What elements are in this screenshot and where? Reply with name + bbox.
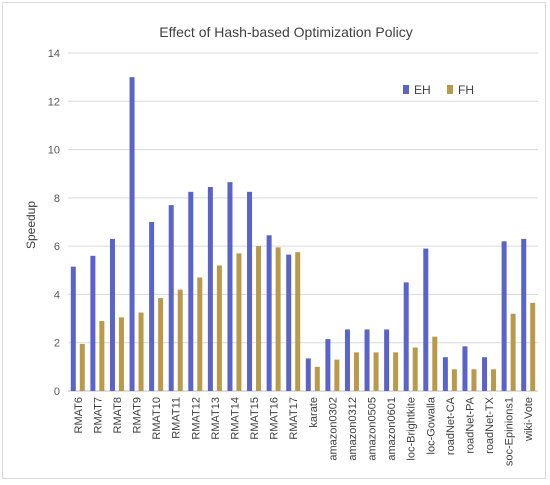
y-tick-label: 12	[48, 96, 60, 108]
bar-eh	[305, 358, 311, 391]
bar-fh	[295, 252, 301, 391]
y-tick-label: 14	[48, 48, 60, 60]
y-tick-label: 4	[54, 289, 60, 301]
x-tick-label: soc-Epinions1	[504, 397, 516, 466]
x-tick-label: RMAT17	[288, 397, 300, 440]
bar-fh	[491, 369, 497, 391]
x-tick-label: RMAT15	[249, 397, 261, 440]
x-tick-label: amazon0505	[367, 397, 379, 461]
x-tick-label: roadNet-TX	[484, 396, 496, 454]
bar-fh	[236, 253, 242, 391]
chart-title: Effect of Hash-based Optimization Policy	[159, 24, 412, 40]
x-tick-label: roadNet-CA	[445, 396, 457, 455]
chart-frame: Effect of Hash-based Optimization Policy…	[2, 2, 546, 479]
x-tick-label: wiki-Vote	[523, 397, 535, 442]
bar-fh	[118, 317, 124, 391]
legend: EH FH	[403, 83, 474, 97]
x-tick-label: amazon0302	[327, 397, 339, 461]
bar-eh	[129, 77, 135, 392]
bar-eh	[462, 346, 468, 391]
bar-fh	[451, 369, 457, 391]
bar-fh	[471, 369, 477, 391]
bar-eh	[109, 238, 115, 391]
bar-fh	[393, 352, 399, 391]
bar-eh	[521, 238, 527, 391]
bar-fh	[158, 298, 164, 391]
x-tick-label: RMAT14	[229, 397, 241, 440]
x-tick-label: RMAT12	[190, 397, 202, 440]
x-tick-label: RMAT10	[151, 397, 163, 440]
x-tick-label: RMAT16	[269, 397, 281, 440]
bar-eh	[364, 329, 370, 391]
bar-fh	[79, 343, 85, 391]
y-tick-label: 10	[48, 145, 60, 157]
bar-eh	[286, 254, 292, 391]
x-tick-label: loc-Gowalla	[425, 396, 437, 454]
x-tick-label: amazon0601	[386, 397, 398, 461]
x-tick-label: roadNet-PA	[464, 396, 476, 453]
legend-label-fh: FH	[458, 83, 474, 97]
x-tick-label: RMAT11	[171, 397, 183, 439]
bar-eh	[227, 182, 233, 391]
bar-eh	[168, 205, 174, 391]
legend-swatch-eh	[403, 85, 409, 94]
bar-eh	[403, 282, 409, 391]
bar-fh	[353, 352, 359, 391]
bar-eh	[266, 235, 272, 391]
bar-fh	[256, 246, 262, 391]
bar-eh	[442, 357, 448, 391]
x-tick-label: RMAT7	[92, 397, 104, 433]
y-tick-label: 2	[54, 338, 60, 350]
bar-eh	[90, 255, 96, 391]
bar-fh	[197, 277, 203, 391]
bar-eh	[188, 191, 194, 391]
x-tick-label: RMAT8	[112, 397, 124, 433]
bar-eh	[482, 357, 488, 391]
bar-eh	[70, 266, 76, 391]
x-tick-label: karate	[308, 397, 320, 428]
y-tick-label: 0	[54, 386, 60, 398]
bar-fh	[216, 265, 222, 391]
bar-eh	[325, 339, 331, 391]
x-tick-label: amazon0312	[347, 397, 359, 461]
bar-eh	[384, 329, 390, 391]
bar-fh	[432, 336, 438, 391]
x-tick-label: RMAT13	[210, 397, 222, 440]
bar-fh	[314, 366, 320, 391]
x-tick-label: RMAT9	[132, 397, 144, 433]
bar-eh	[501, 241, 507, 391]
bar-fh	[530, 302, 536, 391]
bar-fh	[275, 247, 281, 391]
y-tick-label: 6	[54, 241, 60, 253]
bar-fh	[177, 289, 183, 391]
legend-label-eh: EH	[414, 83, 431, 97]
x-tick-label: RMAT6	[73, 397, 85, 433]
y-axis-label: Speedup	[24, 201, 38, 249]
bar-eh	[247, 191, 253, 391]
bar-fh	[412, 347, 418, 391]
bar-fh	[99, 320, 105, 391]
bar-eh	[344, 329, 350, 391]
bar-fh	[334, 359, 340, 391]
y-tick-label: 8	[54, 193, 60, 205]
x-tick-label: loc-Brightkite	[406, 397, 418, 461]
chart-svg: Effect of Hash-based Optimization Policy…	[24, 24, 538, 466]
legend-swatch-fh	[447, 85, 453, 94]
bar-eh	[149, 222, 155, 391]
bar-fh	[373, 352, 379, 391]
bar-eh	[207, 186, 213, 391]
bar-fh	[510, 313, 516, 391]
bar-eh	[423, 248, 429, 391]
bar-fh	[138, 312, 144, 391]
